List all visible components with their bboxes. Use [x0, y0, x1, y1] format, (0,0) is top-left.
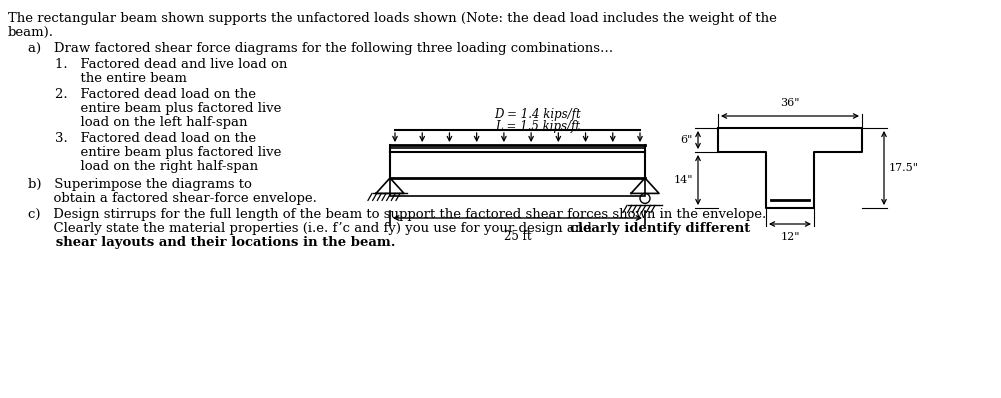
Text: entire beam plus factored live: entire beam plus factored live	[55, 146, 281, 159]
Text: b)   Superimpose the diagrams to: b) Superimpose the diagrams to	[28, 178, 252, 191]
Text: The rectangular beam shown supports the unfactored loads shown (Note: the dead l: The rectangular beam shown supports the …	[8, 12, 777, 25]
Text: 2.   Factored dead load on the: 2. Factored dead load on the	[55, 88, 256, 101]
Text: D = 1.4 kips/ft: D = 1.4 kips/ft	[494, 108, 581, 121]
Text: 6": 6"	[681, 135, 693, 145]
Text: 25 ft: 25 ft	[504, 230, 532, 243]
Text: a)   Draw factored shear force diagrams for the following three loading combinat: a) Draw factored shear force diagrams fo…	[28, 42, 614, 55]
Text: 36": 36"	[780, 98, 800, 108]
Text: 1.   Factored dead and live load on: 1. Factored dead and live load on	[55, 58, 287, 71]
Text: clearly identify different: clearly identify different	[570, 222, 751, 235]
Text: load on the left half-span: load on the left half-span	[55, 116, 247, 129]
Text: L = 1.5 kips/ft: L = 1.5 kips/ft	[494, 120, 580, 133]
Text: c)   Design stirrups for the full length of the beam to support the factored she: c) Design stirrups for the full length o…	[28, 208, 766, 221]
Bar	[390, 172, 645, 180]
Text: 17.5": 17.5"	[889, 163, 919, 173]
Text: beam).: beam).	[8, 26, 54, 39]
Text: Clearly state the material properties (i.e. f’c and fy) you use for your design : Clearly state the material properties (i…	[28, 222, 597, 235]
Text: entire beam plus factored live: entire beam plus factored live	[55, 102, 281, 115]
Text: obtain a factored shear-force envelope.: obtain a factored shear-force envelope.	[28, 192, 317, 205]
Text: 12": 12"	[780, 232, 800, 242]
Text: 3.   Factored dead load on the: 3. Factored dead load on the	[55, 132, 256, 145]
Text: load on the right half-span: load on the right half-span	[55, 160, 258, 173]
Text: the entire beam: the entire beam	[55, 72, 187, 85]
Text: shear layouts and their locations in the beam.: shear layouts and their locations in the…	[28, 236, 395, 249]
Text: 14": 14"	[674, 175, 693, 185]
Bar	[390, 148, 645, 196]
Bar	[390, 180, 645, 188]
